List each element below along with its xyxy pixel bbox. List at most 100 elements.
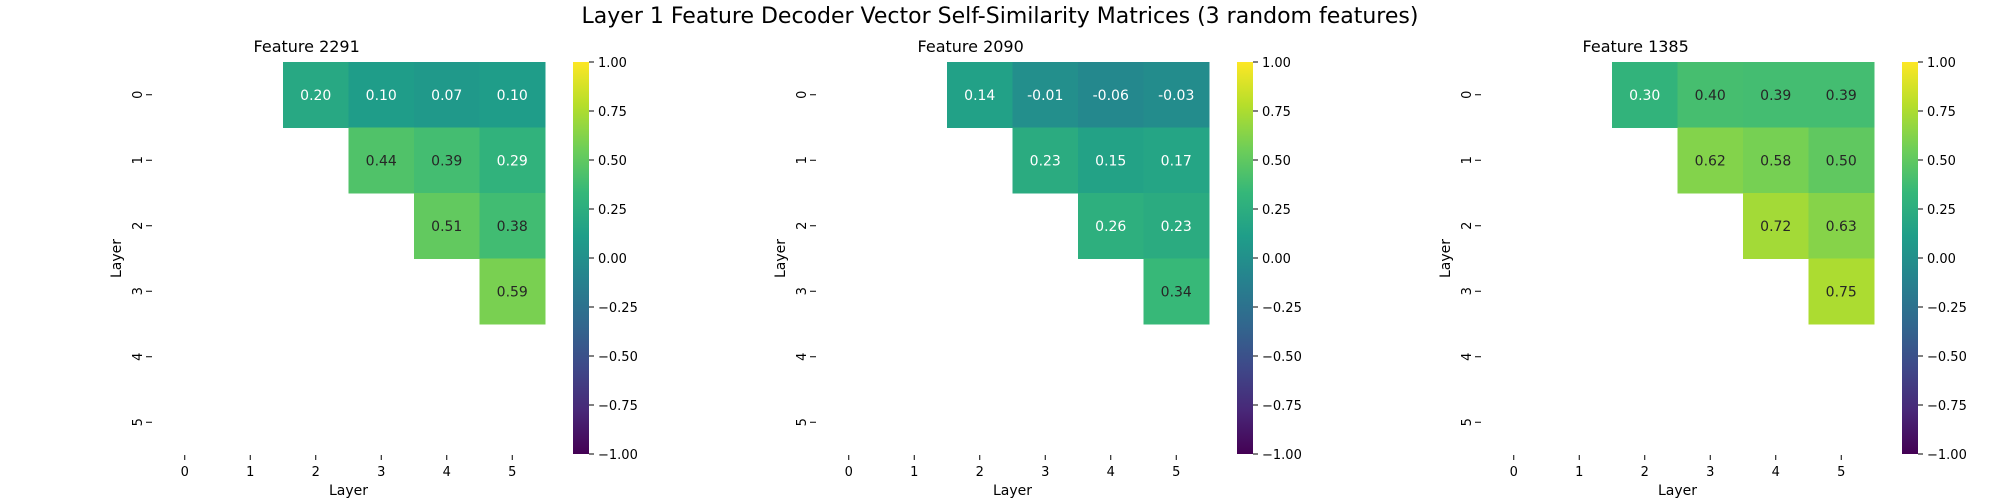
colorbar-tick-label: 0.00 [1262,252,1291,267]
colorbar-tick-label: 1.00 [1927,56,1956,71]
colorbar-tick-label: −0.25 [1927,301,1967,316]
heatmap-cell [479,193,546,259]
cell-value-label: 0.40 [1695,88,1726,104]
colorbar [1902,62,1918,454]
colorbar [573,62,589,454]
colorbar-tick-label: −1.00 [1927,448,1967,463]
cell-value-label: 0.63 [1826,219,1857,235]
x-tick-label: 1 [246,465,254,480]
colorbar-tick-label: 0.50 [598,154,627,169]
y-tick-label: 2 [1460,222,1475,230]
colorbar-tick-label: 1.00 [598,56,627,71]
heatmap-cell [1677,127,1744,194]
colorbar-tick-label: 0.75 [1927,105,1956,120]
heatmap-cell [1677,62,1744,128]
cell-value-label: 0.29 [497,153,528,169]
cell-value-label: 0.26 [1095,219,1126,235]
colorbar-tick-label: 0.00 [598,252,627,267]
heatmap-cell [1012,127,1079,194]
colorbar [1237,62,1253,454]
cell-value-label: 0.75 [1826,284,1857,300]
y-tick-label: 5 [1460,418,1475,426]
colorbar-tick-label: 0.25 [598,203,627,218]
cell-value-label: 0.23 [1030,153,1061,169]
x-tick-label: 2 [1641,465,1649,480]
cell-value-label: 0.59 [497,284,528,300]
heatmap-cell [1743,193,1809,259]
colorbar-tick-label: −0.75 [1927,399,1967,414]
y-tick-label: 0 [1460,91,1475,99]
colorbar-tick-label: −0.50 [1927,350,1967,365]
colorbar-tick-label: 0.00 [1927,252,1956,267]
panel-title: Feature 2291 [254,37,360,56]
y-tick-label: 3 [1460,287,1475,295]
figure-suptitle: Layer 1 Feature Decoder Vector Self-Simi… [581,4,1419,29]
y-tick-label: 4 [795,353,810,361]
cell-value-label: 0.39 [431,153,462,169]
y-tick-label: 5 [795,418,810,426]
heatmap-cell [1808,258,1875,325]
cell-value-label: 0.14 [964,88,995,104]
cell-value-label: 0.15 [1095,153,1126,169]
heatmap-cell [414,62,480,128]
cell-value-label: 0.38 [497,219,528,235]
heatmap-cell [947,62,1013,128]
cell-value-label: 0.30 [1629,88,1660,104]
heatmap-cell [1743,62,1809,128]
colorbar-tick-label: −0.75 [598,399,638,414]
heatmap-cell [1808,127,1875,194]
cell-value-label: 0.58 [1760,153,1791,169]
x-tick-label: 0 [181,465,189,480]
x-tick-label: 3 [1706,465,1714,480]
y-tick-label: 0 [795,91,810,99]
cell-value-label: -0.01 [1027,88,1063,104]
cell-value-label: 0.39 [1826,88,1857,104]
colorbar-tick-label: −0.50 [598,350,638,365]
cell-value-label: 0.17 [1161,153,1192,169]
cell-value-label: 0.62 [1695,153,1726,169]
heatmap-cell [414,193,480,259]
colorbar-tick-label: −0.25 [598,301,638,316]
heatmap-cell [479,62,546,128]
cell-value-label: -0.03 [1158,88,1194,104]
cell-value-label: 0.07 [431,88,462,104]
y-axis-label: Layer [109,239,125,278]
cell-value-label: -0.06 [1093,88,1129,104]
heatmap-panel-3: Feature 1385 0.30 0.40 0.39 0.39 0.62 0.58 0.50… [1438,37,1967,499]
x-tick-label: 5 [508,465,516,480]
y-tick-label: 4 [1460,353,1475,361]
x-tick-label: 4 [443,465,451,480]
heatmap-cell [414,127,480,194]
y-tick-label: 2 [131,222,146,230]
cell-value-label: 0.10 [366,88,397,104]
x-axis-label: Layer [993,483,1032,499]
heatmap-cell [1743,127,1809,194]
y-tick-label: 0 [131,91,146,99]
x-tick-label: 4 [1107,465,1115,480]
heatmap-cell [1012,62,1079,128]
heatmap-cell [479,258,546,325]
y-tick-label: 3 [131,287,146,295]
heatmap-cell [1078,62,1144,128]
cell-value-label: 0.23 [1161,219,1192,235]
heatmap-panel-1: Feature 2291 0.20 0.10 0.07 0.10 0.44 0.39 0.29… [109,37,638,499]
x-tick-label: 0 [1510,465,1518,480]
cell-value-label: 0.20 [300,88,331,104]
heatmap-cell [1078,127,1144,194]
y-axis-label: Layer [1438,239,1454,278]
panel-title: Feature 2090 [918,37,1024,56]
x-tick-label: 3 [1041,465,1049,480]
cell-value-label: 0.34 [1161,284,1192,300]
x-tick-label: 3 [377,465,385,480]
colorbar-tick-label: 1.00 [1262,56,1291,71]
heatmap-cell [1143,62,1210,128]
x-axis-label: Layer [329,483,368,499]
x-tick-label: 2 [976,465,984,480]
heatmap-cell [1143,193,1210,259]
y-tick-label: 1 [131,156,146,164]
colorbar-tick-label: 0.50 [1262,154,1291,169]
colorbar-tick-label: 0.75 [1262,105,1291,120]
cell-value-label: 0.44 [366,153,397,169]
heatmap-panel-2: Feature 2090 0.14 -0.01 -0.06 -0.03 0.23 0.15 0… [773,37,1302,499]
